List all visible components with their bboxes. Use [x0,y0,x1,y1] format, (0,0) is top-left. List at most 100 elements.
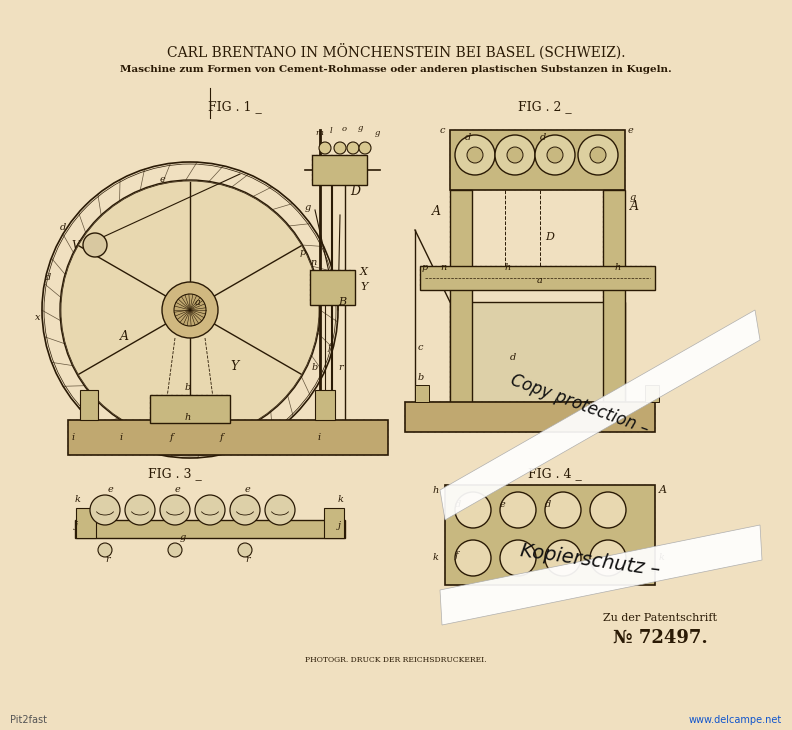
Text: h: h [185,413,191,422]
Circle shape [230,495,260,525]
Circle shape [174,294,206,326]
Circle shape [590,540,626,576]
Text: D: D [545,232,554,242]
Text: l: l [330,127,333,135]
Circle shape [545,540,581,576]
Bar [450,302,625,402]
Text: k: k [75,495,81,504]
Bar [603,190,625,410]
Circle shape [359,142,371,154]
Text: c: c [418,343,424,352]
Text: c: c [440,126,445,135]
Text: x: x [35,313,40,322]
Circle shape [238,543,252,557]
Text: p: p [422,263,428,272]
Text: Y: Y [360,282,367,292]
Circle shape [83,233,107,257]
Circle shape [545,492,581,528]
Text: n: n [310,258,316,267]
Text: r: r [245,555,249,564]
Bar [420,266,655,290]
Text: A: A [120,330,129,343]
Text: FIG . 2 _: FIG . 2 _ [518,101,572,113]
Text: e: e [500,500,506,509]
Text: f: f [328,343,332,352]
Circle shape [125,495,155,525]
Circle shape [334,142,346,154]
Circle shape [347,142,359,154]
Text: Zu der Patentschrift: Zu der Patentschrift [603,613,717,623]
Bar [76,508,96,538]
Bar [324,508,344,538]
Text: V: V [71,240,79,250]
Text: A: A [630,200,639,213]
Circle shape [590,492,626,528]
Text: A: A [432,205,441,218]
Circle shape [455,492,491,528]
Text: d: d [455,500,461,509]
Text: o: o [342,125,347,133]
Text: Kopierschutz –: Kopierschutz – [519,541,661,579]
Text: h: h [615,263,621,272]
Text: d: d [545,500,551,509]
Bar [445,485,655,585]
Text: e: e [160,175,166,184]
Text: f: f [170,433,173,442]
Text: e: e [175,485,181,494]
Text: e: e [108,485,114,494]
Text: www.delcampe.net: www.delcampe.net [689,715,782,725]
Text: g: g [180,533,186,542]
Polygon shape [440,525,762,625]
Circle shape [455,540,491,576]
Text: a: a [537,276,543,285]
Bar [310,270,355,305]
Bar [645,385,659,402]
Text: h: h [433,486,440,495]
Text: r: r [338,363,343,372]
Text: D: D [350,185,360,198]
Bar [312,155,367,185]
Circle shape [90,495,120,525]
Text: i: i [72,433,75,442]
Text: FIG . 4 _: FIG . 4 _ [528,467,582,480]
Text: p: p [300,248,307,257]
Circle shape [168,543,182,557]
Text: i: i [120,433,123,442]
Circle shape [61,181,319,439]
Circle shape [195,495,225,525]
Circle shape [507,147,523,163]
Text: CARL BRENTANO IN MÖNCHENSTEIN BEI BASEL (SCHWEIZ).: CARL BRENTANO IN MÖNCHENSTEIN BEI BASEL … [167,44,625,60]
Circle shape [455,135,495,175]
Text: № 72497.: № 72497. [613,629,707,647]
Text: d: d [540,133,546,142]
Text: g: g [358,124,364,132]
Bar [68,420,388,455]
Text: b: b [312,363,318,372]
Text: j: j [75,521,78,530]
Text: j: j [338,521,341,530]
Text: d: d [60,223,67,232]
Circle shape [535,135,575,175]
Circle shape [590,147,606,163]
Bar [315,390,335,420]
Text: FIG . 3 _: FIG . 3 _ [148,467,202,480]
Text: a: a [195,298,201,307]
Text: b: b [185,383,191,392]
Text: h: h [505,263,512,272]
Text: f: f [455,551,459,560]
Circle shape [162,282,218,338]
Text: d: d [45,273,51,282]
Circle shape [578,135,618,175]
Text: g: g [630,193,636,202]
Polygon shape [440,310,760,520]
Bar [150,395,230,423]
Bar [80,390,98,420]
Circle shape [98,543,112,557]
Text: m: m [315,129,323,137]
Bar [415,385,429,402]
Text: k: k [338,495,344,504]
Text: g: g [305,203,311,212]
Text: g: g [375,129,380,137]
Text: e: e [628,126,634,135]
Circle shape [500,540,536,576]
